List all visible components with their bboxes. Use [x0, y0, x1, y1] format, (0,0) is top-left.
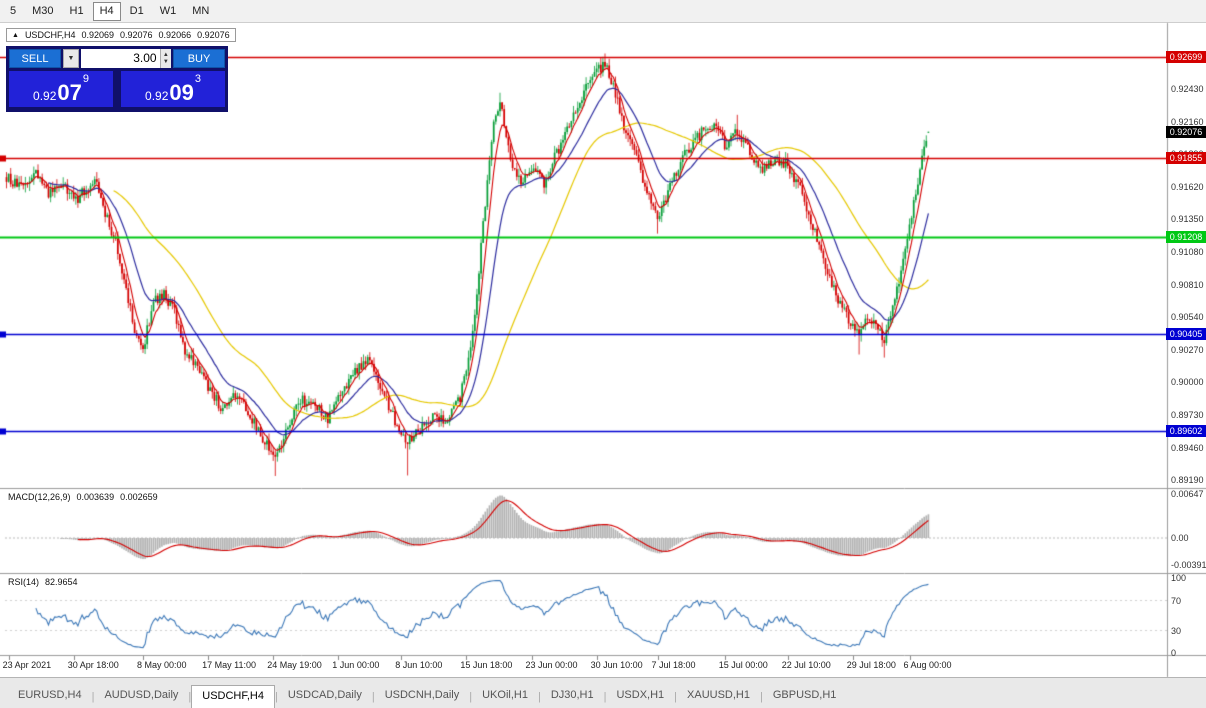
buy-price-sup: 3: [194, 73, 201, 85]
time-axis-label: 1 Jun 00:00: [332, 660, 380, 670]
price-level-tag: 0.89602: [1166, 424, 1206, 437]
rsi-axis-label: 0: [1171, 648, 1177, 658]
trade-panel-prices: 0.92 07 9 0.92 09 3: [9, 71, 225, 107]
sell-button[interactable]: SELL: [9, 49, 61, 68]
rsi-axis-label: 70: [1171, 595, 1182, 606]
symbol-name: USDCHF,H4: [24, 30, 76, 40]
time-axis-label: 7 Jul 18:00: [651, 660, 696, 670]
price-axis-tick: 0.90540: [1171, 312, 1204, 323]
trade-panel-controls: SELL ▼ ▲ ▼ BUY: [9, 49, 225, 68]
tab-separator: |: [469, 691, 473, 703]
time-axis-label: 15 Jul 00:00: [718, 660, 768, 670]
price-level-tag: 0.91208: [1166, 230, 1206, 243]
price-axis-tick: 0.90000: [1171, 377, 1204, 388]
macd-axis-label: 0.00: [1171, 533, 1189, 543]
macd-axis-label: -0.00391: [1171, 559, 1206, 570]
one-click-trading-panel: SELL ▼ ▲ ▼ BUY 0.92 07 9 0.92 09 3: [6, 46, 228, 112]
time-axis-label: 23 Apr 2021: [2, 660, 52, 670]
rsi-axis-label: 30: [1171, 625, 1182, 636]
price-axis-tick: 0.90810: [1171, 279, 1204, 290]
price-axis-tick: 0.91620: [1171, 181, 1204, 192]
ohlc-close: 0.92076: [197, 30, 230, 40]
ohlc-high: 0.92076: [120, 30, 153, 40]
ohlc-open: 0.92069: [81, 30, 114, 40]
current-price-tag: 0.92076: [1166, 125, 1206, 138]
time-axis-label: 8 May 00:00: [137, 660, 187, 670]
tab-separator: |: [91, 691, 95, 703]
chart-tab-usdchf[interactable]: USDCHF,H4: [191, 685, 275, 708]
volume-spinner[interactable]: ▲ ▼: [159, 49, 171, 68]
ohlc-low: 0.92066: [158, 30, 192, 40]
chart-tab-gbpusd[interactable]: GBPUSD,H1: [772, 689, 837, 701]
buy-button[interactable]: BUY: [173, 49, 225, 68]
time-axis-label: 29 Jul 18:00: [846, 660, 896, 670]
time-axis-label: 24 May 19:00: [267, 660, 322, 670]
tab-separator: |: [674, 691, 678, 703]
price-level-tag: 0.90405: [1166, 327, 1206, 340]
chart-tab-xauusd[interactable]: XAUUSD,H1: [687, 689, 750, 701]
tab-separator: |: [275, 691, 278, 703]
tab-separator: |: [759, 691, 763, 703]
price-axis-tick: 0.89190: [1171, 475, 1204, 486]
sell-price-display[interactable]: 0.92 07 9: [9, 71, 113, 107]
price-axis-tick: 0.91080: [1171, 247, 1204, 258]
chart-tabs-bar: EURUSD,H4 | AUDUSD,Daily | USDCHF,H4 | USDCAD,…: [0, 677, 1206, 708]
tab-separator: |: [537, 691, 541, 703]
chart-tab-eurusd[interactable]: EURUSD,H4: [18, 689, 82, 701]
spinner-up-icon[interactable]: ▲: [162, 51, 169, 58]
price-axis-tick: 0.92430: [1171, 84, 1204, 94]
tab-separator: |: [188, 691, 192, 703]
time-axis-label: 22 Jul 10:00: [781, 660, 831, 670]
price-axis-tick: 0.89730: [1171, 410, 1204, 421]
rsi-indicator-label: RSI(14) 82.9654: [8, 577, 78, 587]
time-axis-label: 17 May 11:00: [202, 660, 256, 670]
rsi-value: 82.9654: [45, 577, 78, 587]
time-axis-label: 15 Jun 18:00: [460, 660, 513, 670]
sell-price-sup: 9: [82, 73, 89, 85]
time-axis-label: 23 Jun 00:00: [525, 660, 578, 670]
spinner-down-icon[interactable]: ▼: [162, 58, 169, 65]
chart-tab-audusd[interactable]: AUDUSD,Daily: [104, 689, 179, 701]
rsi-axis-label: 100: [1171, 573, 1187, 583]
macd-title: MACD(12,26,9): [8, 492, 71, 502]
volume-field: ▲ ▼: [81, 49, 171, 68]
price-axis-tick: 0.90270: [1171, 344, 1204, 355]
time-axis-label: 30 Jun 10:00: [590, 660, 643, 670]
buy-price-big: 09: [169, 80, 194, 105]
buy-price-display[interactable]: 0.92 09 3: [121, 71, 225, 107]
time-axis-label: 8 Jun 10:00: [395, 660, 443, 670]
price-axis-tick: 0.91350: [1171, 214, 1204, 225]
sell-price-big: 07: [57, 80, 82, 105]
macd-main-value: 0.003639: [76, 492, 115, 502]
chart-tab-ukoil[interactable]: UKOil,H1: [482, 689, 528, 701]
symbol-expand-icon[interactable]: ▲: [12, 31, 19, 39]
chart-tab-usdcad[interactable]: USDCAD,Daily: [287, 689, 362, 701]
chart-tab-usdx[interactable]: USDX,H1: [616, 689, 665, 701]
macd-indicator-label: MACD(12,26,9) 0.003639 0.002659: [8, 492, 158, 502]
symbol-ohlc-readout: ▲ USDCHF,H4 0.92069 0.92076 0.92066 0.92…: [6, 28, 236, 42]
sell-price-base: 0.92: [33, 89, 57, 103]
time-axis-label: 6 Aug 00:00: [903, 660, 952, 670]
macd-axis-label: 0.00647: [1171, 488, 1204, 499]
chart-tab-dj30[interactable]: DJ30,H1: [550, 689, 594, 701]
macd-signal-value: 0.002659: [120, 492, 158, 502]
tab-separator: |: [603, 691, 607, 703]
volume-input[interactable]: [81, 49, 160, 66]
price-axis-tick: 0.89460: [1171, 442, 1204, 453]
price-axis-tick: 0.92160: [1171, 116, 1204, 127]
buy-price-base: 0.92: [145, 89, 169, 103]
rsi-title: RSI(14): [8, 577, 40, 587]
tab-separator: |: [371, 691, 375, 703]
price-level-tag: 0.92699: [1166, 50, 1206, 63]
price-level-tag: 0.91855: [1166, 152, 1206, 165]
volume-dropdown-button[interactable]: ▼: [63, 49, 79, 68]
chart-tab-usdcnh[interactable]: USDCNH,Daily: [384, 689, 460, 701]
time-axis-label: 30 Apr 18:00: [67, 660, 119, 670]
